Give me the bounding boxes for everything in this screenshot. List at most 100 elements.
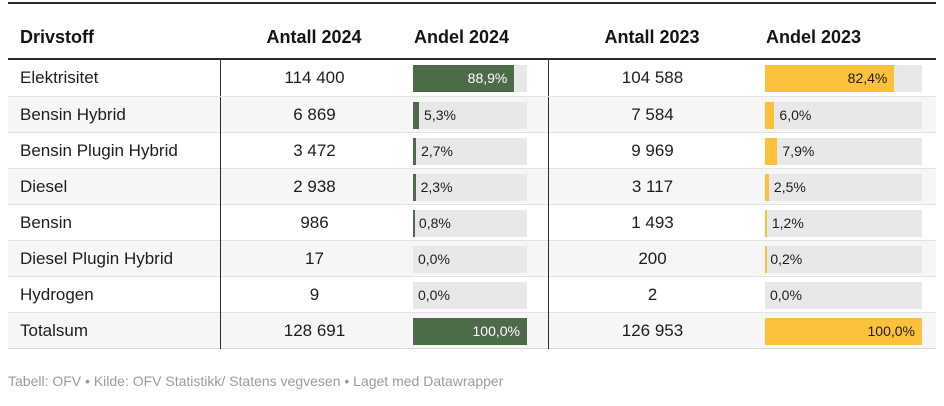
andel-2023-label: 6,0% (779, 107, 812, 123)
andel-2023-cell: 0,0% (756, 277, 936, 313)
andel-2023-cell: 82,4% (756, 60, 936, 96)
antall-2023-value: 104 588 (548, 60, 756, 96)
bar-fill-2023 (765, 173, 769, 201)
andel-2023-label: 0,0% (770, 287, 802, 303)
table-row: Diesel 2 938 2,3% 3 117 2,5% (8, 168, 936, 205)
andel-2023-label: 7,9% (782, 143, 815, 159)
fuel-label: Elektrisitet (20, 68, 99, 87)
bar-fill-2023 (765, 137, 778, 165)
table-row: Diesel Plugin Hybrid 17 0,0% 200 0,2% (8, 240, 936, 277)
fuel-label: Diesel Plugin Hybrid (20, 249, 174, 268)
bar-fill-2024 (413, 64, 515, 92)
andel-2023-cell: 2,5% (756, 169, 936, 205)
bar-track-2024: 100,0% (413, 317, 527, 345)
antall-2023-value: 9 969 (548, 133, 756, 169)
andel-2023-cell: 0,2% (756, 241, 936, 277)
bar-track-2024: 2,7% (413, 137, 527, 165)
bar-track-2024: 0,0% (413, 281, 527, 309)
andel-2024-label: 0,0% (418, 251, 450, 267)
antall-2024-value: 114 400 (220, 60, 408, 96)
table-row: Hydrogen 9 0,0% 2 0,0% (8, 276, 936, 313)
fuel-label: Diesel (20, 177, 68, 196)
column-header-antall-2023: Antall 2023 (604, 27, 700, 47)
andel-2023-cell: 100,0% (756, 313, 936, 349)
andel-2023-cell: 1,2% (756, 205, 936, 241)
table-body: Elektrisitet 114 400 88,9% 104 588 82,4%… (8, 60, 936, 349)
table-row: Bensin Hybrid 6 869 5,3% 7 584 6,0% (8, 96, 936, 133)
bar-track-2023: 1,2% (765, 209, 922, 237)
andel-2024-cell: 0,8% (408, 205, 548, 241)
andel-2024-cell: 2,3% (408, 169, 548, 205)
column-header-andel-2023: Andel 2023 (766, 27, 862, 47)
fuel-label: Hydrogen (20, 285, 94, 304)
bar-track-2023: 0,0% (765, 281, 922, 309)
fuel-label: Totalsum (20, 321, 89, 340)
column-header-drivstoff: Drivstoff (20, 27, 95, 47)
bar-track-2024: 2,3% (413, 173, 527, 201)
bar-track-2024: 0,0% (413, 245, 527, 273)
antall-2024-value: 2 938 (220, 169, 408, 205)
bar-track-2024: 5,3% (413, 101, 527, 129)
antall-2024-value: 9 (220, 277, 408, 313)
antall-2023-value: 126 953 (548, 313, 756, 349)
table-row: Elektrisitet 114 400 88,9% 104 588 82,4% (8, 60, 936, 96)
bar-fill-2023 (765, 101, 775, 129)
antall-2024-value: 17 (220, 241, 408, 277)
antall-2023-value: 1 493 (548, 205, 756, 241)
andel-2024-cell: 5,3% (408, 97, 548, 133)
column-header-andel-2024: Andel 2024 (414, 27, 510, 47)
antall-2023-value: 2 (548, 277, 756, 313)
andel-2024-cell: 88,9% (408, 60, 548, 96)
fuel-label: Bensin (20, 213, 72, 232)
antall-2024-value: 986 (220, 205, 408, 241)
bar-fill-2024 (413, 209, 415, 237)
andel-2023-label: 2,5% (773, 179, 806, 195)
bar-fill-2024 (413, 173, 416, 201)
bar-fill-2023 (765, 64, 895, 92)
andel-2023-label: 0,2% (770, 251, 803, 267)
attribution-footer: Tabell: OFV • Kilde: OFV Statistikk/ Sta… (8, 373, 504, 389)
table-header-row: Drivstoff Antall 2024 Andel 2024 Antall … (8, 4, 936, 60)
antall-2024-value: 128 691 (220, 313, 408, 349)
andel-2023-cell: 7,9% (756, 133, 936, 169)
andel-2024-cell: 0,0% (408, 241, 548, 277)
bar-track-2023: 2,5% (765, 173, 922, 201)
bar-track-2023: 7,9% (765, 137, 922, 165)
bar-track-2024: 0,8% (413, 209, 527, 237)
bar-fill-2024 (413, 101, 420, 129)
bar-fill-2023 (765, 209, 767, 237)
andel-2023-cell: 6,0% (756, 97, 936, 133)
bar-track-2023: 100,0% (765, 317, 922, 345)
andel-2024-label: 2,7% (421, 143, 453, 159)
andel-2024-label: 2,3% (420, 179, 453, 195)
andel-2023-label: 100,0% (867, 323, 915, 339)
andel-2024-cell: 100,0% (408, 313, 548, 349)
andel-2024-label: 5,3% (424, 107, 456, 123)
fuel-label: Bensin Hybrid (20, 105, 126, 124)
table-row: Bensin 986 0,8% 1 493 1,2% (8, 204, 936, 241)
andel-2024-label: 0,0% (418, 287, 450, 303)
andel-2024-label: 0,8% (418, 215, 451, 231)
table-row: Totalsum 128 691 100,0% 126 953 100,0% (8, 312, 936, 349)
bar-fill-2023 (765, 245, 767, 273)
andel-2024-label: 100,0% (472, 323, 520, 339)
antall-2024-value: 6 869 (220, 97, 408, 133)
andel-2024-cell: 0,0% (408, 277, 548, 313)
antall-2024-value: 3 472 (220, 133, 408, 169)
fuel-table: Drivstoff Antall 2024 Andel 2024 Antall … (8, 2, 936, 349)
bar-fill-2024 (413, 137, 417, 165)
bar-fill-2023 (765, 317, 922, 345)
bar-track-2024: 88,9% (413, 64, 527, 92)
antall-2023-value: 3 117 (548, 169, 756, 205)
bar-track-2023: 0,2% (765, 245, 922, 273)
table-row: Bensin Plugin Hybrid 3 472 2,7% 9 969 7,… (8, 132, 936, 169)
bar-track-2023: 82,4% (765, 64, 922, 92)
fuel-label: Bensin Plugin Hybrid (20, 141, 178, 160)
bar-fill-2024 (413, 317, 527, 345)
andel-2023-label: 82,4% (847, 70, 888, 86)
bar-track-2023: 6,0% (765, 101, 922, 129)
antall-2023-value: 7 584 (548, 97, 756, 133)
andel-2023-label: 1,2% (771, 215, 804, 231)
column-header-antall-2024: Antall 2024 (266, 27, 362, 47)
